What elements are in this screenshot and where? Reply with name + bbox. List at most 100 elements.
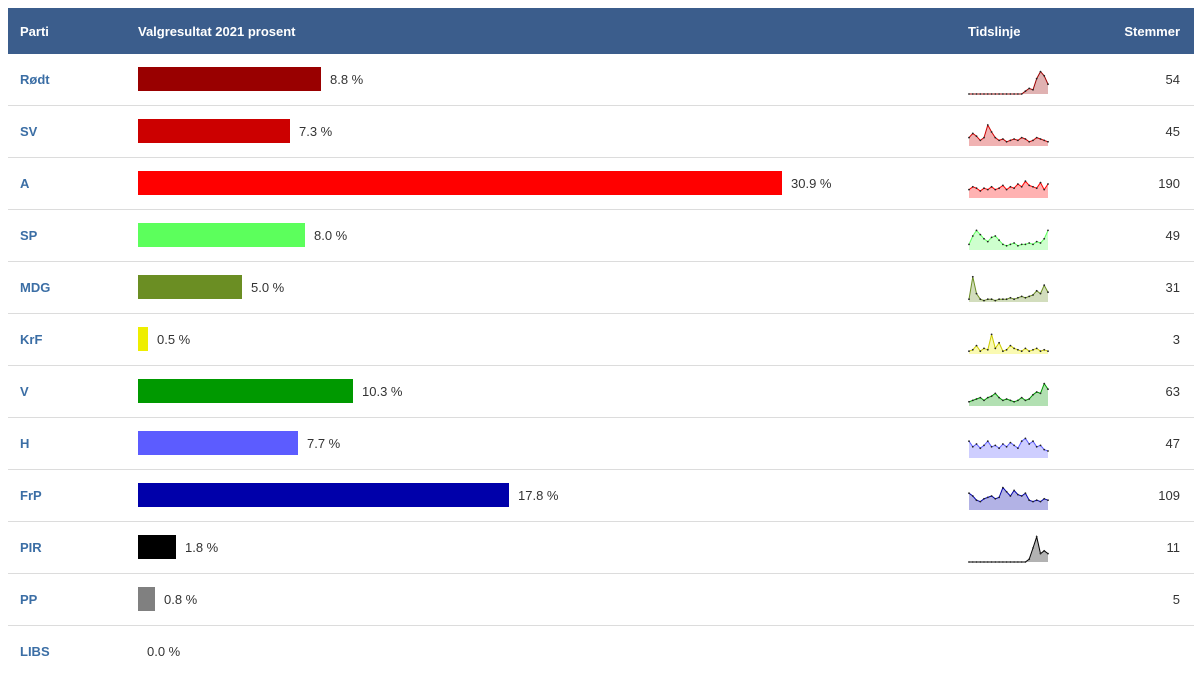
party-link[interactable]: PIR <box>20 540 42 555</box>
vote-count: 45 <box>1165 124 1180 139</box>
sparkline-point <box>1032 294 1034 296</box>
sparkline-line <box>969 70 1049 95</box>
sparkline-point <box>990 395 993 398</box>
sparkline-point <box>998 561 1000 563</box>
sparkline-point <box>975 499 978 502</box>
sparkline-point <box>1009 139 1012 142</box>
party-link[interactable]: H <box>20 436 30 451</box>
result-percent: 10.3 % <box>362 384 403 399</box>
sparkline-point <box>994 347 997 350</box>
party-link[interactable]: V <box>20 384 29 399</box>
party-link[interactable]: SP <box>20 228 38 243</box>
sparkline-point <box>1039 181 1042 184</box>
sparkline-point <box>983 136 985 139</box>
table-header: Parti Valgresultat 2021 prosent Tidslinj… <box>8 8 1194 54</box>
table-row: MDG 5.0 % 31 <box>8 262 1194 314</box>
sparkline-point <box>983 399 985 402</box>
sparkline-point <box>1017 183 1019 185</box>
party-link[interactable]: SV <box>20 124 38 139</box>
sparkline-point <box>975 443 978 445</box>
sparkline-point <box>1043 74 1046 77</box>
sparkline-line <box>968 382 1049 403</box>
sparkline-point <box>1032 243 1034 246</box>
result-bar-zone: 7.3 % <box>138 119 938 145</box>
sparkline-point <box>1002 243 1004 246</box>
header-tidslinje: Tidslinje <box>968 24 1021 39</box>
party-link[interactable]: PP <box>20 592 38 607</box>
header-stemmer: Stemmer <box>1124 24 1180 39</box>
sparkline-point <box>971 235 974 237</box>
result-bar-zone: 8.8 % <box>138 67 938 93</box>
sparkline-line <box>968 334 1049 352</box>
sparkline-point <box>986 348 989 351</box>
party-link[interactable]: A <box>20 176 30 191</box>
result-bar <box>138 67 321 91</box>
table-body: Rødt 8.8 % 54 SV 7.3 % 45 A 30.9 % 190 SP 8.0 % 49 M… <box>8 54 1194 677</box>
sparkline-point <box>1024 90 1027 93</box>
sparkline-point <box>986 561 989 563</box>
sparkline-point <box>983 187 985 190</box>
sparkline-point <box>975 93 978 95</box>
sparkline-point <box>1020 440 1023 443</box>
party-link[interactable]: KrF <box>20 332 43 347</box>
sparkline-point <box>986 188 989 191</box>
sparkline-point <box>968 350 970 353</box>
timeline-sparkline <box>968 486 1049 510</box>
sparkline-point <box>998 187 1000 190</box>
sparkline-point <box>1002 350 1004 353</box>
party-link[interactable]: MDG <box>20 280 51 295</box>
sparkline-point <box>1039 500 1042 503</box>
sparkline-point <box>1009 561 1012 563</box>
table-row: PIR 1.8 % 11 <box>8 522 1194 574</box>
sparkline-point <box>1039 70 1042 73</box>
vote-count: 5 <box>1172 592 1180 607</box>
sparkline-point <box>1009 344 1012 347</box>
party-link[interactable]: Rødt <box>20 72 50 87</box>
sparkline-area <box>969 125 1048 146</box>
result-percent: 8.0 % <box>314 228 348 243</box>
sparkline-point <box>1009 93 1012 95</box>
table-row: A 30.9 % 190 <box>8 158 1194 210</box>
sparkline-point <box>994 299 997 302</box>
sparkline-point <box>998 496 1000 499</box>
vote-count: 47 <box>1165 436 1180 451</box>
party-link[interactable]: FrP <box>20 488 42 503</box>
result-bar <box>138 379 353 403</box>
sparkline-point <box>1020 243 1023 246</box>
sparkline-point <box>1013 444 1015 447</box>
sparkline-point <box>971 93 974 95</box>
sparkline-point <box>1047 140 1049 143</box>
sparkline-point <box>1024 437 1027 440</box>
sparkline-point <box>1043 382 1046 385</box>
sparkline-line <box>968 276 1049 302</box>
sparkline-point <box>1028 398 1031 400</box>
party-link[interactable]: LIBS <box>20 644 50 659</box>
sparkline-point <box>979 298 982 301</box>
sparkline-point <box>1039 138 1042 140</box>
sparkline-point <box>1024 492 1027 495</box>
sparkline-point <box>971 132 974 135</box>
sparkline-point <box>1028 140 1031 143</box>
sparkline-point <box>990 236 993 239</box>
sparkline-point <box>1009 441 1012 444</box>
sparkline-point <box>1035 136 1038 139</box>
sparkline-point <box>994 136 997 139</box>
vote-count: 3 <box>1172 332 1180 347</box>
sparkline-point <box>1013 347 1015 350</box>
sparkline-point <box>994 444 997 447</box>
sparkline-point <box>979 500 982 503</box>
sparkline-point <box>979 447 982 450</box>
sparkline-point <box>1028 87 1031 90</box>
sparkline-point <box>1035 391 1038 393</box>
sparkline-point <box>994 497 997 500</box>
sparkline-point <box>1028 499 1031 502</box>
result-bar-zone: 10.3 % <box>138 379 938 405</box>
sparkline-point <box>971 445 974 448</box>
sparkline-point <box>1028 443 1031 445</box>
sparkline-point <box>1047 183 1049 185</box>
sparkline-area <box>969 230 1048 250</box>
sparkline-point <box>1020 136 1023 139</box>
sparkline-point <box>1002 443 1004 445</box>
table-row: V 10.3 % 63 <box>8 366 1194 418</box>
result-bar <box>138 327 148 351</box>
